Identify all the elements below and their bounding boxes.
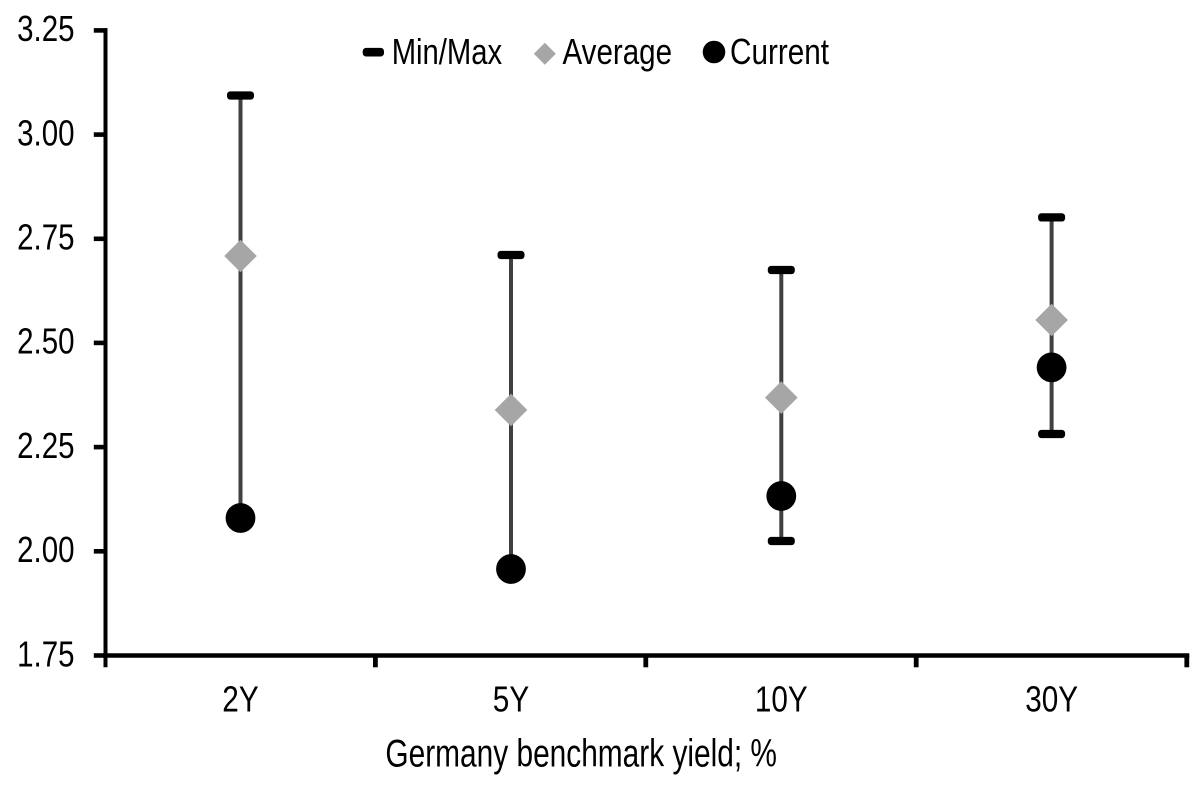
svg-text:5Y: 5Y — [493, 678, 529, 719]
svg-text:3.00: 3.00 — [17, 112, 74, 153]
svg-text:2Y: 2Y — [222, 678, 258, 719]
svg-text:Current: Current — [730, 31, 829, 72]
svg-text:2.75: 2.75 — [17, 217, 74, 258]
svg-text:10Y: 10Y — [755, 678, 808, 719]
svg-text:3.25: 3.25 — [17, 8, 74, 49]
svg-text:2.50: 2.50 — [17, 321, 74, 362]
svg-text:2.00: 2.00 — [17, 529, 74, 570]
svg-text:Min/Max: Min/Max — [392, 31, 503, 72]
svg-text:30Y: 30Y — [1025, 678, 1078, 719]
svg-text:Germany benchmark yield; %: Germany benchmark yield; % — [385, 733, 777, 776]
svg-text:2.25: 2.25 — [17, 425, 74, 466]
svg-text:Average: Average — [563, 31, 673, 72]
svg-text:1.75: 1.75 — [17, 633, 74, 674]
